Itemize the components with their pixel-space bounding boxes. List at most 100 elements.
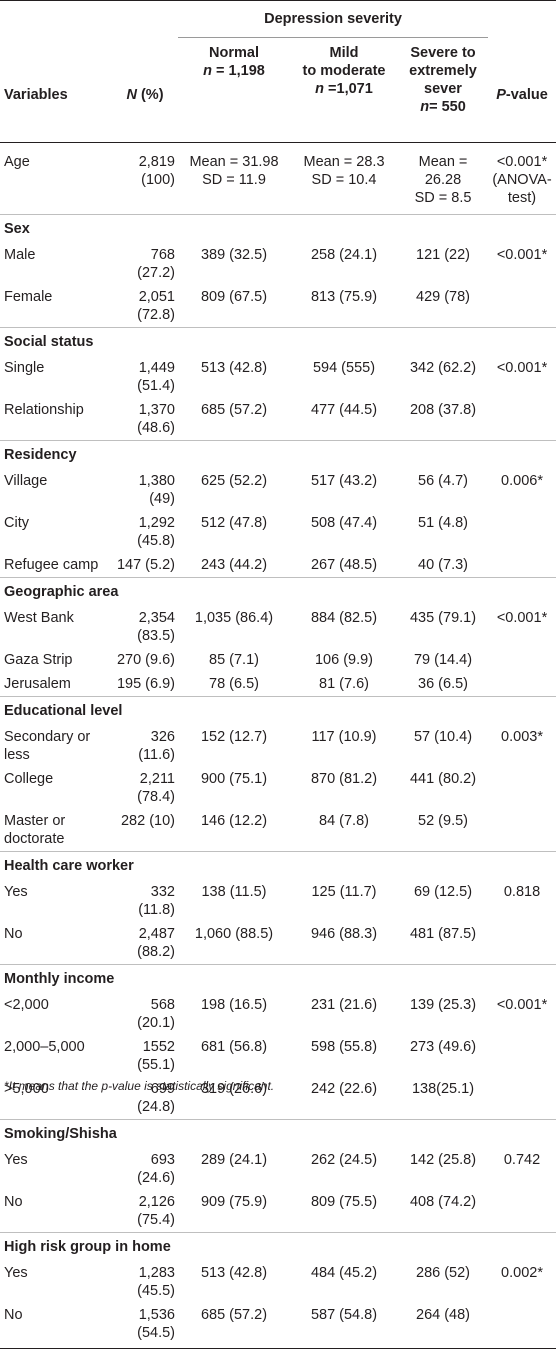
table-row: Yes 693 (24.6) 289 (24.1) 262 (24.5) 142 (25… — [0, 1148, 556, 1190]
cell-severe: 51 (4.8) — [418, 515, 468, 531]
row-label: Yes — [4, 884, 28, 900]
cell-mild: 477 (44.5) — [310, 402, 378, 418]
cell-p-value — [488, 285, 556, 328]
cell-p-value: 0.742 — [503, 1152, 541, 1168]
row-label: No — [4, 926, 23, 942]
section-header: Monthly income — [0, 964, 556, 993]
cell-severe: 481 (87.5) — [409, 926, 477, 942]
cell-n: 147 (5.2) — [116, 557, 175, 573]
cell-mild: 598 (55.8) — [310, 1039, 378, 1055]
cell-severe: 69 (12.5) — [413, 884, 473, 900]
cell-severe: 435 (79.1) — [409, 610, 477, 626]
row-label: Gaza Strip — [4, 652, 73, 668]
cell-n: 2,354 (83.5) — [137, 610, 175, 644]
cell-severe: 441 (80.2) — [409, 771, 477, 787]
cell-p-value — [488, 398, 556, 441]
cell-n: 1,283 (45.5) — [137, 1265, 175, 1299]
cell-n: 270 (9.6) — [116, 652, 175, 668]
cell-mild: 106 (9.9) — [314, 652, 374, 668]
header-p-value: P-value — [488, 0, 556, 143]
cell-n: 1,449 (51.4) — [137, 360, 175, 394]
cell-n: 768 (27.2) — [137, 247, 175, 281]
cell-n: 2,126 (75.4) — [137, 1194, 175, 1228]
cell-severe: 40 (7.3) — [418, 557, 468, 573]
cell-severe: 121 (22) — [416, 247, 471, 263]
cell-n: 2,819 (100) — [138, 154, 175, 188]
cell-mild: 258 (24.1) — [310, 247, 378, 263]
cell-normal: 685 (57.2) — [200, 402, 268, 418]
section-title: Social status — [0, 327, 556, 356]
table-row: No 1,536 (54.5) 685 (57.2) 587 (54.8) 264 (4… — [0, 1303, 556, 1349]
table-row: No 2,487 (88.2) 1,060 (88.5) 946 (88.3) 481 … — [0, 922, 556, 965]
table-row: Jerusalem 195 (6.9) 78 (6.5) 81 (7.6) 36 (6.… — [0, 672, 556, 697]
cell-mild: 813 (75.9) — [310, 289, 378, 305]
cell-p-value: 0.818 — [503, 884, 541, 900]
row-label: >5,000 — [4, 1081, 49, 1097]
cell-mild: 809 (75.5) — [310, 1194, 378, 1210]
cell-p-value: <0.001* — [496, 360, 548, 376]
table-row-age: Age 2,819 (100) Mean = 31.98 SD = 11.9 Me… — [0, 143, 556, 215]
cell-severe: 57 (10.4) — [413, 729, 473, 745]
table-row: 2,000–5,000 1552 (55.1) 681 (56.8) 598 (55.… — [0, 1035, 556, 1077]
row-label: Refugee camp — [4, 557, 99, 573]
table-footnote: *It means that the p-value is statistica… — [4, 1079, 275, 1093]
cell-mild: 262 (24.5) — [310, 1152, 378, 1168]
cell-p-value: 0.003* — [501, 729, 543, 745]
cell-n: 1552 (55.1) — [137, 1039, 175, 1073]
cell-normal: 681 (56.8) — [200, 1039, 268, 1055]
table-row: City 1,292 (45.8) 512 (47.8) 508 (47.4) 51 (… — [0, 511, 556, 553]
header-normal: Normal n = 1,198 — [203, 45, 265, 79]
section-title: Residency — [0, 440, 556, 469]
cell-n: 2,051 (72.8) — [137, 289, 175, 323]
cell-p-value: 0.002* — [501, 1265, 543, 1281]
cell-p-value: <0.001* — [496, 997, 548, 1013]
cell-mild: 508 (47.4) — [310, 515, 378, 531]
cell-normal: 625 (52.2) — [200, 473, 268, 489]
section-title: Sex — [0, 214, 556, 243]
header-mild-moderate: Mild to moderate n =1,071 — [302, 45, 386, 97]
table-row: Refugee camp 147 (5.2) 243 (44.2) 267 (48.5… — [0, 553, 556, 578]
cell-mild: 125 (11.7) — [311, 884, 377, 900]
row-label: Yes — [4, 1152, 28, 1168]
cell-normal: 85 (7.1) — [209, 652, 259, 668]
cell-mild: 517 (43.2) — [310, 473, 378, 489]
cell-severe: 273 (49.6) — [409, 1039, 477, 1055]
table-row: Female 2,051 (72.8) 809 (67.5) 813 (75.9) 42… — [0, 285, 556, 328]
section-header: Sex — [0, 214, 556, 243]
cell-mild: 84 (7.8) — [319, 813, 369, 829]
table-row: Village 1,380 (49) 625 (52.2) 517 (43.2) 56 … — [0, 469, 556, 511]
section-header: Smoking/Shisha — [0, 1119, 556, 1148]
row-label: Age — [4, 154, 30, 170]
header-severe: Severe to extremely sever n= 550 — [409, 45, 477, 115]
cell-normal: 685 (57.2) — [178, 1303, 290, 1349]
table-row: College 2,211 (78.4) 900 (75.1) 870 (81.2) 4… — [0, 767, 556, 809]
cell-n: 1,536 (54.5) — [112, 1303, 178, 1349]
cell-n: 2,487 (88.2) — [137, 926, 175, 960]
table-row: Relationship 1,370 (48.6) 685 (57.2) 477 (4… — [0, 398, 556, 441]
cell-severe: 286 (52) — [416, 1265, 471, 1281]
cell-mild: 117 (10.9) — [311, 729, 377, 745]
cell-p-value — [488, 767, 556, 809]
cell-p-value — [488, 648, 556, 672]
cell-normal: 513 (42.8) — [200, 1265, 268, 1281]
cell-n: 326 (11.6) — [138, 729, 175, 763]
cell-mild: 81 (7.6) — [319, 676, 369, 692]
section-header: High risk group in home — [0, 1232, 556, 1261]
table-row: No 2,126 (75.4) 909 (75.9) 809 (75.5) 408 (7… — [0, 1190, 556, 1233]
cell-mild: 242 (22.6) — [310, 1081, 378, 1097]
row-label: Secondary or less — [4, 729, 91, 763]
cell-n: 1,380 (49) — [138, 473, 175, 507]
cell-normal: 289 (24.1) — [200, 1152, 268, 1168]
cell-severe: 408 (74.2) — [409, 1194, 477, 1210]
table-row: Gaza Strip 270 (9.6) 85 (7.1) 106 (9.9) 79 (… — [0, 648, 556, 672]
section-header: Geographic area — [0, 577, 556, 606]
table-row: Male 768 (27.2) 389 (32.5) 258 (24.1) 121 (2… — [0, 243, 556, 285]
row-label: Female — [4, 289, 53, 305]
cell-mild: 884 (82.5) — [310, 610, 378, 626]
cell-severe: 36 (6.5) — [418, 676, 468, 692]
table-header: Variables N (%) Depression severity P-va… — [0, 0, 556, 143]
row-label: Yes — [4, 1265, 28, 1281]
row-label: Single — [4, 360, 45, 376]
cell-normal: 319 (26.6) — [200, 1081, 268, 1097]
